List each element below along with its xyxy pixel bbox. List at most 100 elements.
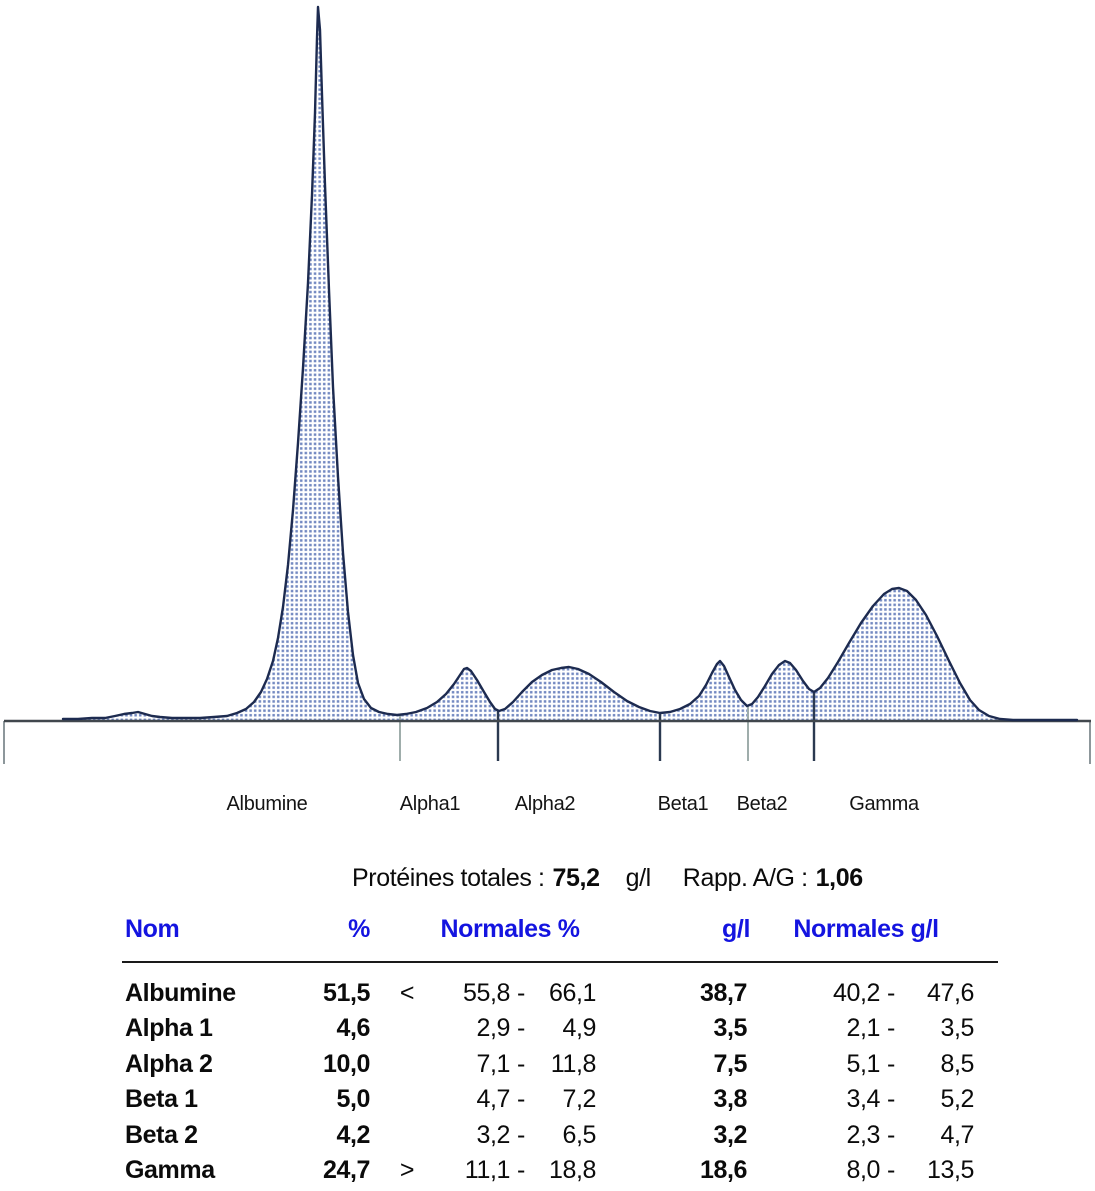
range-low: 2,9 (476, 1014, 510, 1043)
table-header-rule (122, 961, 998, 964)
table-row: Alpha 2 10,0 7,1-11,8 7,5 5,1-8,5 (0, 1048, 1095, 1083)
fraction-name: Alpha 1 (125, 1014, 213, 1043)
range-dash: - (887, 1155, 895, 1184)
range-high: 66,1 (548, 979, 596, 1007)
total-protein-label: Protéines totales : (352, 864, 545, 892)
abnormal-flag (383, 1119, 431, 1154)
range-low: 3,2 (476, 1120, 510, 1149)
electrophoresis-chart (3, 5, 1091, 764)
fraction-label-beta2: Beta2 (736, 793, 788, 815)
fraction-name: Beta 1 (125, 1085, 198, 1114)
range-dash: - (517, 1155, 525, 1184)
ag-ratio-value: 1,06 (815, 864, 863, 892)
range-high: 3,5 (940, 1014, 974, 1043)
normales-gl-range: 2,1- 3,5 (806, 1012, 976, 1047)
fraction-name: Alpha 2 (125, 1049, 213, 1078)
range-dash: - (517, 1049, 525, 1078)
percent-value: 4,6 (336, 1014, 370, 1043)
normales-percent-range: 7,1-11,8 (440, 1048, 598, 1083)
column-header-normales-percent: Normales % (440, 915, 580, 943)
column-header-normales-gl: Normales g/l (793, 915, 939, 943)
table-row: Beta 2 4,2 3,2-6,5 3,2 2,3-4,7 (0, 1119, 1095, 1154)
normales-gl-range: 40,2- 47,6 (806, 977, 976, 1012)
normales-percent-range: 3,2- 6,5 (440, 1119, 598, 1154)
fraction-name: Gamma (125, 1155, 215, 1184)
table-body: Albumine 51,5 <55,8-66,1 38,7 40,2-47,6 Alpha… (0, 977, 1095, 1189)
range-low: 2,3 (846, 1120, 880, 1149)
range-high: 8,5 (940, 1049, 974, 1078)
percent-value: 10,0 (322, 1049, 370, 1078)
range-high: 11,8 (550, 1049, 597, 1078)
fraction-label-gamma: Gamma (849, 793, 919, 815)
table-row: Alpha 1 4,6 2,9-4,9 3,5 2,1-3,5 (0, 1012, 1095, 1047)
abnormal-flag: < (399, 979, 415, 1007)
gl-value: 3,5 (713, 1014, 747, 1043)
range-low: 5,1 (846, 1049, 880, 1078)
fraction-label-beta1: Beta1 (657, 793, 709, 815)
range-high: 18,8 (548, 1155, 596, 1184)
gl-value: 7,5 (713, 1049, 747, 1078)
normales-gl-range: 3,4- 5,2 (806, 1083, 976, 1118)
percent-value: 4,2 (336, 1120, 370, 1149)
percent-value: 51,5 (322, 979, 370, 1007)
gl-value: 18,6 (699, 1155, 747, 1184)
fraction-name: Beta 2 (125, 1120, 198, 1149)
range-dash: - (517, 979, 525, 1007)
fraction-name: Albumine (125, 979, 236, 1007)
fraction-labels-row: Albumine Alpha1 Alpha2 Beta1 Beta2 Gamma (226, 793, 920, 815)
abnormal-flag: > (399, 1155, 415, 1184)
range-low: 8,0 (846, 1155, 880, 1184)
electrophoresis-curve (61, 5, 1079, 722)
range-high: 5,2 (940, 1085, 974, 1114)
fraction-label-alpha1: Alpha1 (399, 793, 461, 815)
percent-value: 5,0 (336, 1085, 370, 1114)
range-dash: - (517, 1014, 525, 1043)
range-high: 7,2 (562, 1085, 596, 1114)
range-high: 6,5 (562, 1120, 596, 1149)
normales-gl-range: 2,3- 4,7 (806, 1119, 976, 1154)
ag-ratio-label: Rapp. A/G : (682, 864, 808, 892)
range-dash: - (517, 1120, 525, 1149)
abnormal-flag (383, 1012, 431, 1047)
summary-line: Protéines totales :75,2 g/l Rapp. A/G :1,0… (352, 864, 863, 893)
fraction-label-albumine: Albumine (226, 793, 308, 815)
table-row: Albumine 51,5 <55,8-66,1 38,7 40,2-47,6 (0, 977, 1095, 1012)
column-header-gl: g/l (722, 915, 750, 943)
normales-gl-range: 8,0- 13,5 (806, 1154, 976, 1189)
range-dash: - (887, 1120, 895, 1149)
abnormal-flag (383, 1048, 431, 1083)
table-row: Beta 1 5,0 4,7-7,2 3,8 3,4-5,2 (0, 1083, 1095, 1118)
range-high: 47,6 (926, 979, 974, 1007)
curve-fill (63, 7, 1077, 721)
range-dash: - (517, 1085, 525, 1114)
normales-percent-range: 55,8-66,1 (440, 977, 598, 1012)
range-low: 7,1 (476, 1049, 510, 1078)
range-dash: - (887, 1049, 895, 1078)
gl-value: 3,2 (713, 1120, 747, 1149)
range-low: 4,7 (476, 1085, 510, 1114)
normales-percent-range: 11,1-18,8 (440, 1154, 598, 1189)
range-high: 13,5 (926, 1155, 974, 1184)
range-low: 55,8 (462, 979, 510, 1007)
total-protein-unit: g/l (625, 864, 652, 892)
range-dash: - (887, 1085, 895, 1114)
fraction-label-alpha2: Alpha2 (514, 793, 576, 815)
percent-value: 24,7 (322, 1155, 370, 1184)
column-header-percent: % (348, 915, 370, 943)
range-low: 11,1 (464, 1155, 511, 1184)
abnormal-flag (383, 1083, 431, 1118)
normales-percent-range: 4,7- 7,2 (440, 1083, 598, 1118)
range-dash: - (887, 979, 895, 1007)
total-protein-value: 75,2 (552, 864, 600, 892)
table-row: Gamma 24,7 >11,1-18,8 18,6 8,0-13,5 (0, 1154, 1095, 1189)
range-high: 4,9 (562, 1014, 596, 1043)
range-low: 3,4 (846, 1085, 880, 1114)
gl-value: 3,8 (713, 1085, 747, 1114)
range-low: 40,2 (832, 979, 880, 1007)
range-high: 4,7 (940, 1120, 974, 1149)
range-dash: - (887, 1014, 895, 1043)
column-header-name: Nom (125, 915, 180, 943)
normales-percent-range: 2,9- 4,9 (440, 1012, 598, 1047)
